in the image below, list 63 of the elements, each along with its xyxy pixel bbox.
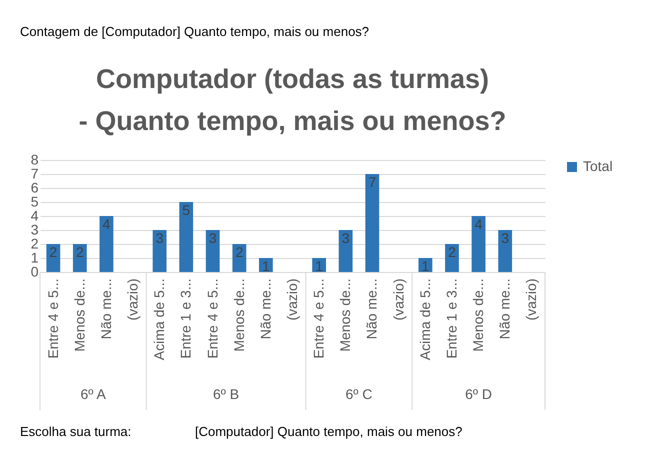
- y-tick-label: 8: [30, 152, 39, 168]
- chart-title: Computador (todas as turmas) - Quanto tempo, mais ou menos?: [78, 64, 506, 136]
- x-tick-label: Não me...: [364, 278, 380, 340]
- y-tick-label: 1: [30, 250, 39, 266]
- data-label: 2: [49, 244, 58, 260]
- text: 6º D: [465, 386, 492, 402]
- y-tick-label: 5: [30, 194, 39, 210]
- bar: [498, 230, 512, 272]
- data-label: 1: [262, 258, 270, 274]
- data-label: 3: [208, 230, 217, 246]
- legend-label: Total: [583, 158, 613, 174]
- text: 6º B: [212, 386, 240, 402]
- x-tick-label: Entre 4 e 5...: [44, 278, 61, 359]
- x-tick-label: Entre 4 e 5...: [310, 278, 327, 359]
- x-tick-label: Não me...: [98, 278, 114, 340]
- x-tick-label: Entre 4 e 5...: [204, 278, 220, 359]
- text: Escolha sua turma:: [20, 424, 132, 439]
- bar: [232, 244, 246, 272]
- x-tick-label: Menos de...: [71, 278, 88, 352]
- y-tick-label: 4: [30, 208, 39, 224]
- x-tick-label: Não me...: [496, 278, 513, 340]
- x-tick-label: Entre 1 e 3...: [443, 278, 460, 359]
- bar: [472, 216, 486, 272]
- x-tick-label: Acima de 5...: [151, 278, 168, 360]
- data-label: 4: [474, 216, 483, 232]
- bar: [100, 216, 114, 272]
- text: 6º C: [345, 386, 372, 402]
- x-tick-label: Não me...: [257, 278, 274, 340]
- data-label: 3: [156, 230, 164, 246]
- bar: [152, 230, 167, 272]
- data-label: 2: [448, 244, 456, 260]
- data-label: 7: [368, 174, 376, 190]
- y-tick-label: 0: [30, 264, 39, 280]
- x-tick-label: (vazio): [284, 278, 300, 321]
- bar: [179, 202, 194, 272]
- y-tick-label: 2: [30, 236, 39, 252]
- y-tick-label: 7: [30, 166, 39, 182]
- y-tick-label: 3: [30, 222, 39, 238]
- x-tick-label: Entre 1 e 3...: [178, 278, 194, 359]
- bar: [206, 230, 220, 272]
- data-label: 3: [501, 230, 510, 246]
- data-label: 1: [315, 258, 324, 274]
- x-tick-label: Acima de 5...: [416, 278, 433, 360]
- bar: [338, 230, 353, 272]
- bar: [445, 244, 459, 272]
- data-label: 5: [182, 202, 190, 218]
- data-label: 4: [102, 216, 111, 232]
- bar: [365, 174, 380, 272]
- data-label: 2: [235, 244, 244, 260]
- x-tick-label: (vazio): [523, 278, 540, 321]
- data-label: 1: [421, 258, 430, 274]
- x-tick-label: Menos de...: [470, 278, 486, 352]
- x-tick-label: Menos de...: [230, 278, 247, 352]
- text: [Computador] Quanto tempo, mais ou menos?: [195, 424, 462, 439]
- text: Contagem de [Computador] Quanto tempo, mais ou menos?: [20, 24, 370, 39]
- data-label: 3: [342, 230, 350, 246]
- y-tick-label: 6: [30, 180, 39, 196]
- x-tick-label: Menos de...: [337, 278, 354, 352]
- bar: [72, 244, 87, 272]
- x-tick-label: (vazio): [390, 278, 406, 321]
- data-label: 2: [76, 244, 84, 260]
- x-tick-label: (vazio): [124, 278, 141, 321]
- text: 6º A: [80, 386, 106, 402]
